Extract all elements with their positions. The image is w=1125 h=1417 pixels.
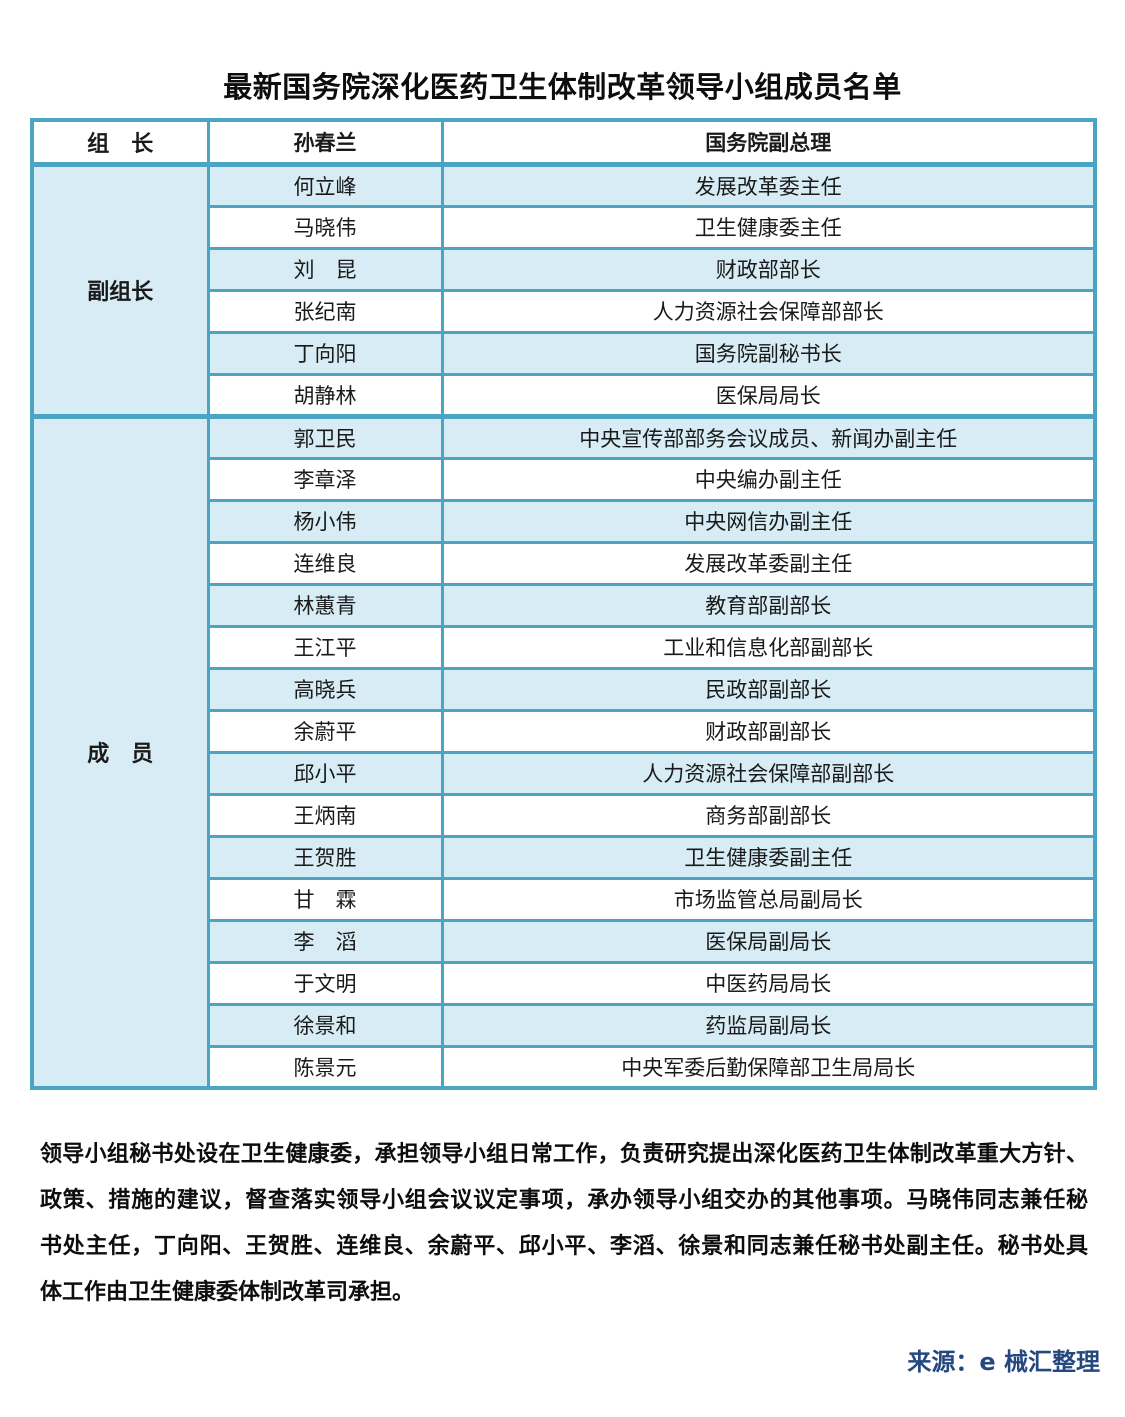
member-name-cell: 何立峰 (206, 161, 444, 208)
member-title-cell: 卫生健康委主任 (440, 204, 1097, 250)
table-row: 邱小平 人力资源社会保障部副部长 (32, 750, 1097, 796)
table-row: 张纪南 人力资源社会保障部部长 (32, 288, 1097, 334)
member-title-cell: 医保局副局长 (440, 918, 1097, 964)
member-title-cell: 医保局局长 (440, 372, 1097, 418)
table-row: 副组长 何立峰 发展改革委主任 (30, 161, 1097, 418)
leader-title-cell: 国务院副总理 (440, 118, 1097, 166)
members-table: 组 长 孙春兰 国务院副总理 副组长 何立峰 发展改革委主任 马晓伟 卫生健康委主任刘 … (30, 118, 1097, 1090)
member-name-cell: 连维良 (206, 540, 444, 586)
section-label-cell: 副组长 (30, 161, 210, 418)
table-row: 高晓兵 民政部副部长 (32, 666, 1097, 712)
table-row: 于文明 中医药局局长 (32, 960, 1097, 1006)
member-name-cell: 陈景元 (206, 1044, 444, 1090)
footer-line: 体工作由卫生健康委体制改革司承担。 (40, 1280, 415, 1305)
member-name-cell: 张纪南 (206, 288, 444, 334)
member-title-cell: 中医药局局长 (440, 960, 1097, 1006)
member-title-cell: 教育部副部长 (440, 582, 1097, 628)
member-name-cell: 马晓伟 (206, 204, 444, 250)
page-title: 最新国务院深化医药卫生体制改革领导小组成员名单 (223, 70, 902, 104)
table-row: 成 员郭卫民 中央宣传部部务会议成员、新闻办副主任 (30, 413, 1097, 1090)
section-label-cell: 成 员 (30, 413, 210, 1090)
member-name-cell: 郭卫民 (206, 413, 444, 460)
source-credit: 来源：e 械汇整理 (907, 1348, 1100, 1376)
table-row: 马晓伟 卫生健康委主任 (32, 204, 1097, 250)
member-title-cell: 民政部副部长 (440, 666, 1097, 712)
table-row: 甘 霖市场监管总局副局长 (32, 876, 1097, 922)
table-row: 余蔚平 财政部副部长 (32, 708, 1097, 754)
leader-name-cell: 孙春兰 (206, 118, 444, 166)
member-name-cell: 高晓兵 (206, 666, 444, 712)
table-row: 连维良 发展改革委副主任 (32, 540, 1097, 586)
table-row: 刘 昆财政部部长 (32, 246, 1097, 292)
member-title-cell: 发展改革委副主任 (440, 540, 1097, 586)
member-name-cell: 徐景和 (206, 1002, 444, 1048)
table-row: 胡静林 医保局局长 (32, 372, 1097, 418)
member-name-cell: 于文明 (206, 960, 444, 1006)
member-title-cell: 发展改革委主任 (440, 161, 1097, 208)
member-name-cell: 甘 霖 (206, 876, 444, 922)
table-row: 徐景和 药监局副局长 (32, 1002, 1097, 1048)
member-name-cell: 王炳南 (206, 792, 444, 838)
member-title-cell: 市场监管总局副局长 (440, 876, 1097, 922)
member-title-cell: 中央军委后勤保障部卫生局局长 (440, 1044, 1097, 1090)
member-name-cell: 李章泽 (206, 456, 444, 502)
table-row: 王炳南 商务部副部长 (32, 792, 1097, 838)
member-title-cell: 药监局副局长 (440, 1002, 1097, 1048)
table-row: 杨小伟 中央网信办副主任 (32, 498, 1097, 544)
footer-line: 书处主任，丁向阳、王贺胜、连维良、余蔚平、邱小平、李滔、徐景和同志兼任秘书处副主… (40, 1234, 1088, 1259)
member-name-cell: 胡静林 (206, 372, 444, 418)
member-name-cell: 余蔚平 (206, 708, 444, 754)
table-row: 林蕙青 教育部副部长 (32, 582, 1097, 628)
member-name-cell: 李 滔 (206, 918, 444, 964)
member-title-cell: 卫生健康委副主任 (440, 834, 1097, 880)
member-title-cell: 中央网信办副主任 (440, 498, 1097, 544)
member-title-cell: 财政部部长 (440, 246, 1097, 292)
member-title-cell: 人力资源社会保障部部长 (440, 288, 1097, 334)
member-name-cell: 林蕙青 (206, 582, 444, 628)
footer-line: 政策、措施的建议，督查落实领导小组会议议定事项，承办领导小组交办的其他事项。马晓… (40, 1188, 1088, 1213)
footer-line: 领导小组秘书处设在卫生健康委，承担领导小组日常工作，负责研究提出深化医药卫生体制… (40, 1142, 1088, 1167)
member-title-cell: 国务院副秘书长 (440, 330, 1097, 376)
table-row: 王贺胜 卫生健康委副主任 (32, 834, 1097, 880)
footer-paragraph: 领导小组秘书处设在卫生健康委，承担领导小组日常工作，负责研究提出深化医药卫生体制… (40, 1132, 1088, 1316)
member-name-cell: 丁向阳 (206, 330, 444, 376)
table-row: 丁向阳 国务院副秘书长 (32, 330, 1097, 376)
member-name-cell: 刘 昆 (206, 246, 444, 292)
member-title-cell: 商务部副部长 (440, 792, 1097, 838)
member-title-cell: 人力资源社会保障部副部长 (440, 750, 1097, 796)
member-title-cell: 财政部副部长 (440, 708, 1097, 754)
table-row: 王江平 工业和信息化部副部长 (32, 624, 1097, 670)
member-title-cell: 工业和信息化部副部长 (440, 624, 1097, 670)
member-name-cell: 杨小伟 (206, 498, 444, 544)
table-row: 李 滔医保局副局长 (32, 918, 1097, 964)
member-name-cell: 王贺胜 (206, 834, 444, 880)
leader-label-cell: 组 长 (30, 118, 210, 166)
header-row: 组 长 孙春兰 国务院副总理 (30, 118, 1097, 166)
member-title-cell: 中央宣传部部务会议成员、新闻办副主任 (440, 413, 1097, 460)
table-row: 陈景元 中央军委后勤保障部卫生局局长 (32, 1044, 1097, 1090)
member-name-cell: 王江平 (206, 624, 444, 670)
member-title-cell: 中央编办副主任 (440, 456, 1097, 502)
table-row: 李章泽 中央编办副主任 (32, 456, 1097, 502)
member-name-cell: 邱小平 (206, 750, 444, 796)
